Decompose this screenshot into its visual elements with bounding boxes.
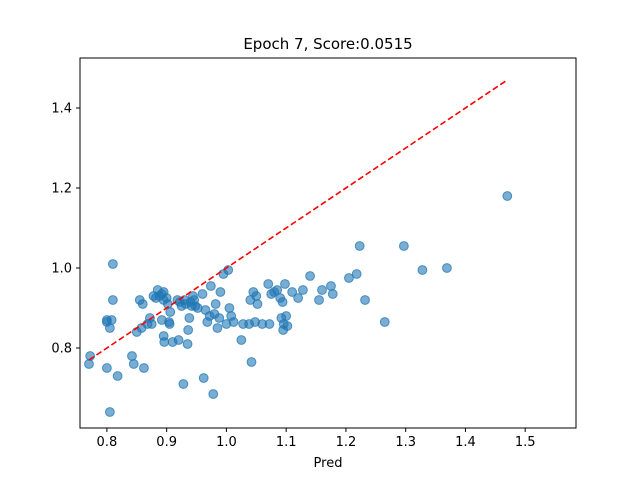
data-point	[298, 285, 308, 295]
y-tick-label: 1.0	[51, 262, 72, 277]
x-tick-label: 1.5	[515, 435, 536, 450]
data-point	[128, 359, 139, 369]
x-tick-label: 1.0	[216, 435, 237, 450]
data-point	[214, 313, 225, 323]
plot-frame	[79, 57, 577, 429]
data-point	[212, 323, 223, 333]
data-point	[198, 373, 209, 383]
data-point	[282, 321, 293, 331]
data-point	[442, 263, 452, 273]
x-tick-label: 0.8	[97, 435, 118, 450]
data-point	[164, 319, 175, 329]
data-point	[210, 299, 221, 309]
data-point	[224, 303, 235, 313]
data-point	[252, 299, 263, 309]
x-tick-label: 1.1	[276, 435, 297, 450]
y-axis-ticks: 0.8 1.0 1.2 1.4	[51, 102, 80, 357]
data-point	[351, 269, 362, 279]
data-point	[417, 265, 428, 275]
data-point	[236, 335, 247, 345]
data-point	[293, 293, 304, 303]
data-point	[104, 407, 115, 417]
y-tick-label: 0.8	[51, 342, 72, 357]
data-point	[101, 363, 112, 373]
data-point	[197, 289, 208, 299]
data-point	[344, 273, 354, 283]
data-point	[305, 271, 315, 281]
data-point	[326, 281, 336, 291]
data-point	[317, 285, 327, 295]
x-tick-label: 0.9	[156, 435, 177, 450]
y-tick-label: 1.4	[51, 102, 72, 117]
data-point	[379, 317, 390, 327]
x-axis-label: Pred	[314, 456, 343, 471]
data-point	[146, 319, 157, 329]
points-layer	[84, 191, 513, 417]
data-point	[277, 297, 288, 307]
data-point	[183, 325, 194, 335]
data-point	[280, 279, 290, 289]
data-point	[112, 371, 123, 381]
data-point	[251, 291, 262, 301]
data-point	[84, 359, 94, 369]
data-point	[281, 311, 292, 321]
data-point	[107, 259, 118, 269]
data-point	[215, 287, 226, 297]
data-point	[184, 313, 195, 323]
data-point	[228, 317, 239, 327]
reference-line	[88, 79, 508, 361]
data-point	[165, 307, 176, 317]
data-point	[272, 285, 283, 295]
data-point	[264, 319, 275, 329]
data-point	[107, 295, 118, 305]
data-point	[106, 315, 117, 325]
y-tick-label: 1.2	[51, 182, 72, 197]
data-point	[139, 363, 149, 373]
data-point	[327, 289, 338, 299]
data-point	[137, 299, 148, 309]
data-point	[398, 241, 409, 251]
x-tick-label: 1.2	[336, 435, 357, 450]
data-point	[263, 279, 274, 289]
data-point	[246, 357, 257, 367]
data-point	[178, 379, 189, 389]
data-point	[173, 335, 184, 345]
data-point	[314, 295, 324, 305]
data-point	[502, 191, 513, 201]
data-point	[360, 295, 370, 305]
data-point	[182, 339, 193, 349]
data-point	[205, 281, 216, 291]
chart-title: Epoch 7, Score:0.0515	[243, 35, 412, 53]
x-axis-ticks: 0.8 0.9 1.0 1.1 1.2 1.3 1.4 1.5	[97, 428, 536, 450]
x-tick-label: 1.4	[455, 435, 476, 450]
x-tick-label: 1.3	[395, 435, 416, 450]
data-point	[208, 389, 219, 399]
data-point	[287, 287, 298, 297]
data-point	[354, 241, 365, 251]
data-point	[159, 337, 170, 347]
data-point	[127, 351, 137, 361]
